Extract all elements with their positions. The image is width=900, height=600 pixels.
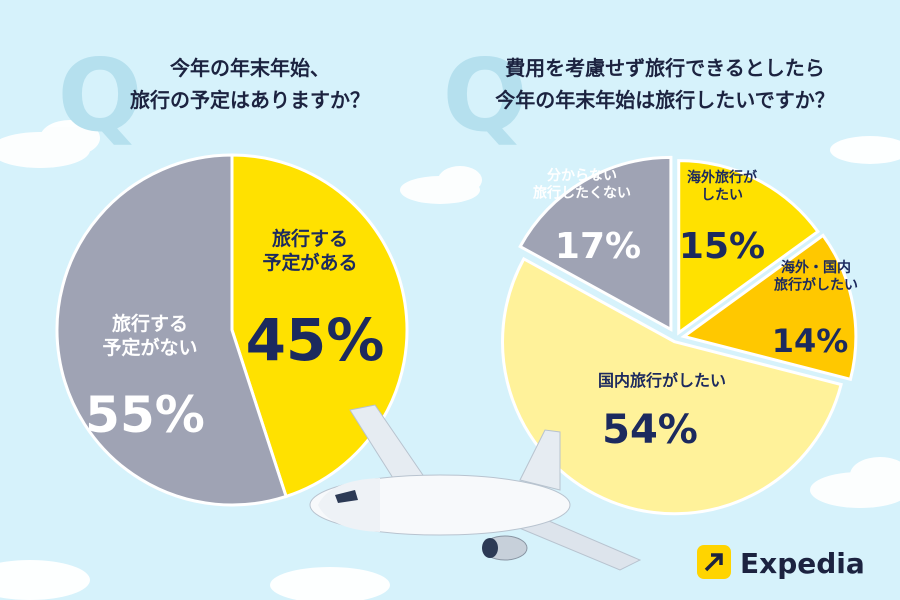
- question-mark: Q: [57, 37, 142, 154]
- value-label: 17%: [555, 226, 641, 267]
- slice-label: 旅行する予定がない: [102, 312, 197, 359]
- value-label: 14%: [772, 322, 849, 360]
- value-label: 55%: [85, 386, 205, 444]
- value-label: 45%: [246, 306, 385, 374]
- pie-slice: [518, 155, 673, 332]
- pie-slice: [55, 153, 288, 507]
- pie-slice: [501, 256, 843, 516]
- value-label: 15%: [679, 226, 765, 267]
- slice-label: 国内旅行がしたい: [598, 371, 726, 390]
- slice-label: 海外旅行がしたい: [687, 169, 758, 204]
- value-label: 54%: [602, 407, 698, 453]
- chart-title: 費用を考慮せず旅行できるとしたら今年の年末年始は旅行したいですか？: [495, 56, 834, 112]
- chart: Q 今年の年末年始、旅行の予定はありますか？ 旅行する予定がある 45% 旅行する予定が…: [55, 37, 409, 507]
- chart-title: 今年の年末年始、旅行の予定はありますか？: [130, 56, 370, 112]
- pie-slice: [677, 159, 820, 336]
- logo-icon: [697, 545, 731, 579]
- question-mark: Q: [442, 37, 527, 154]
- slice-label: 海外・国内旅行がしたい: [774, 259, 858, 294]
- slice-label: 分からない旅行したくない: [533, 168, 631, 202]
- logo-text: Expedia: [740, 547, 865, 580]
- airplane: [309, 404, 642, 571]
- clouds: [0, 120, 900, 600]
- pie-slice: [680, 233, 858, 382]
- slice-label: 旅行する予定がある: [262, 227, 357, 274]
